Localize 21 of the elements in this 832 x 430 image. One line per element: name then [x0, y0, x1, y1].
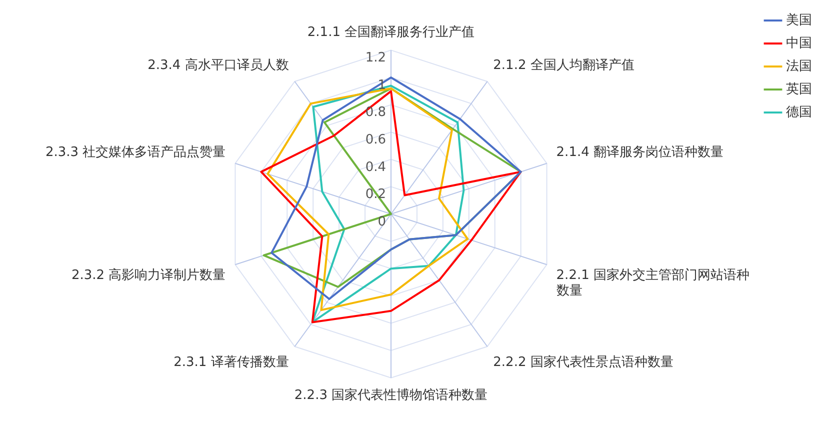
- y-tick-label: 0.6: [365, 132, 386, 148]
- spoke-label: 2.3.3 社交媒体多语产品点赞量: [45, 144, 226, 160]
- spoke-label: 2.3.1 译著传播数量: [174, 354, 289, 370]
- spoke-label: 2.1.1 全国翻译服务行业产值: [307, 24, 475, 40]
- spoke-label: 2.3.4 高水平口译员人数: [148, 56, 289, 73]
- spoke-label: 2.1.2 全国人均翻译产值: [493, 58, 634, 73]
- spoke-label: 2.2.2 国家代表性景点语种数量: [493, 354, 674, 370]
- legend-label: 德国: [786, 104, 812, 120]
- y-tick-label: 0.4: [365, 160, 386, 175]
- spoke-label: 2.1.4 翻译服务岗位语种数量: [556, 144, 724, 160]
- legend-label: 法国: [786, 58, 812, 74]
- y-tick-label: 1: [378, 78, 386, 93]
- spoke-label: 2.2.1 国家外交主管部门网站语种数量: [556, 266, 750, 298]
- y-tick-label: 1.2: [365, 50, 386, 66]
- y-tick-label: 0: [378, 214, 386, 230]
- spoke-label: 2.2.3 国家代表性博物馆语种数量: [294, 386, 488, 403]
- legend-label: 中国: [786, 36, 812, 51]
- legend-label: 美国: [786, 12, 812, 28]
- spoke-label: 2.3.2 高影响力译制片数量: [71, 266, 226, 283]
- y-tick-label: 0.8: [365, 105, 386, 120]
- legend-label: 英国: [786, 82, 812, 97]
